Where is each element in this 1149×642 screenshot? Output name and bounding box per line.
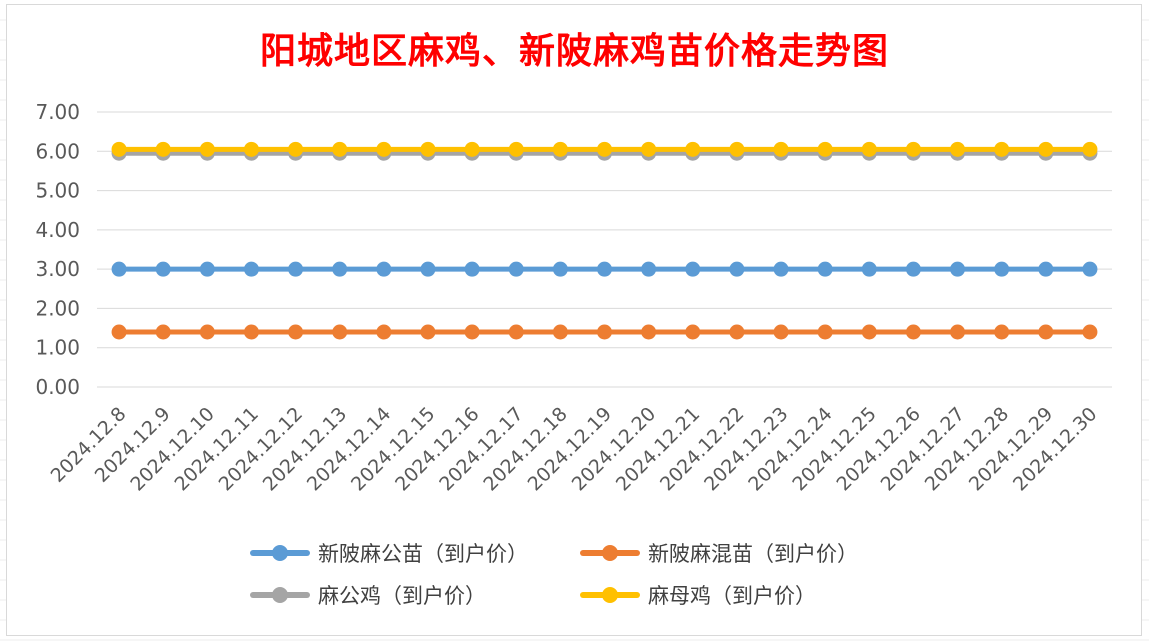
data-point xyxy=(861,141,877,157)
y-tick-label: 0.00 xyxy=(35,375,80,399)
data-point xyxy=(994,141,1010,157)
data-point xyxy=(861,324,877,340)
data-point xyxy=(552,141,568,157)
legend-label: 麻公鸡（到户价） xyxy=(318,584,486,608)
data-point xyxy=(905,261,921,277)
y-tick-label: 1.00 xyxy=(35,336,80,360)
data-point xyxy=(243,324,259,340)
data-point xyxy=(155,324,171,340)
data-point xyxy=(729,261,745,277)
data-point xyxy=(111,261,127,277)
data-point xyxy=(420,141,436,157)
data-point xyxy=(111,141,127,157)
data-point xyxy=(288,324,304,340)
legend-label: 新陂麻公苗（到户价） xyxy=(318,542,528,566)
data-point xyxy=(155,261,171,277)
data-point xyxy=(332,141,348,157)
data-point xyxy=(685,141,701,157)
data-point xyxy=(817,261,833,277)
x-axis-tick-labels: 2024.12.82024.12.92024.12.102024.12.1120… xyxy=(47,403,1102,495)
data-point xyxy=(420,324,436,340)
data-point xyxy=(111,324,127,340)
data-point xyxy=(641,141,657,157)
series-1 xyxy=(111,261,1098,277)
data-point xyxy=(1038,141,1054,157)
legend-item[interactable]: 新陂麻混苗（到户价） xyxy=(580,538,858,568)
data-point xyxy=(1082,141,1098,157)
data-point xyxy=(376,141,392,157)
data-point xyxy=(773,324,789,340)
data-point xyxy=(641,261,657,277)
legend-label: 麻母鸡（到户价） xyxy=(648,584,816,608)
data-point xyxy=(685,324,701,340)
data-point xyxy=(817,141,833,157)
data-point xyxy=(552,324,568,340)
data-point xyxy=(641,324,657,340)
data-point xyxy=(950,324,966,340)
data-point xyxy=(1038,324,1054,340)
y-tick-label: 2.00 xyxy=(35,296,80,320)
legend-label: 新陂麻混苗（到户价） xyxy=(648,542,858,566)
chart-title: 阳城地区麻鸡、新陂麻鸡苗价格走势图 xyxy=(259,31,889,72)
data-point xyxy=(288,261,304,277)
legend-swatch xyxy=(250,580,310,610)
data-point xyxy=(817,324,833,340)
data-point xyxy=(332,261,348,277)
y-tick-label: 6.00 xyxy=(35,139,80,163)
data-point xyxy=(773,261,789,277)
legend-item[interactable]: 新陂麻公苗（到户价） xyxy=(250,538,528,568)
data-point xyxy=(508,141,524,157)
data-point xyxy=(950,261,966,277)
y-tick-label: 4.00 xyxy=(35,218,80,242)
data-point xyxy=(464,324,480,340)
data-point xyxy=(199,141,215,157)
data-point xyxy=(464,261,480,277)
legend-swatch xyxy=(580,580,640,610)
data-point xyxy=(332,324,348,340)
data-point xyxy=(199,324,215,340)
data-point xyxy=(1082,261,1098,277)
data-point xyxy=(508,324,524,340)
data-point xyxy=(1082,324,1098,340)
data-point xyxy=(597,261,612,277)
data-point xyxy=(773,141,789,157)
data-point xyxy=(199,261,215,277)
data-point xyxy=(243,261,259,277)
data-point xyxy=(905,141,921,157)
data-point xyxy=(376,261,392,277)
data-point xyxy=(508,261,524,277)
series-2 xyxy=(111,324,1098,340)
y-tick-label: 5.00 xyxy=(35,179,80,203)
data-point xyxy=(376,324,392,340)
data-point xyxy=(994,261,1010,277)
data-point xyxy=(155,141,171,157)
series-4 xyxy=(111,141,1098,157)
data-point xyxy=(464,141,480,157)
data-point xyxy=(420,261,436,277)
legend-swatch xyxy=(250,538,310,568)
series-layer xyxy=(111,141,1098,340)
data-point xyxy=(994,324,1010,340)
data-point xyxy=(552,261,568,277)
data-point xyxy=(597,324,612,340)
data-point xyxy=(729,141,745,157)
data-point xyxy=(905,324,921,340)
legend-item[interactable]: 麻母鸡（到户价） xyxy=(580,580,816,610)
legend-item[interactable]: 麻公鸡（到户价） xyxy=(250,580,486,610)
y-axis-tick-labels: 0.00 1.00 2.00 3.00 4.00 5.00 6.00 7.00 xyxy=(35,100,80,399)
legend-swatch xyxy=(580,538,640,568)
data-point xyxy=(685,261,701,277)
data-point xyxy=(861,261,877,277)
data-point xyxy=(288,141,304,157)
data-point xyxy=(1038,261,1054,277)
data-point xyxy=(243,141,259,157)
data-point xyxy=(950,141,966,157)
y-tick-label: 3.00 xyxy=(35,257,80,281)
data-point xyxy=(597,141,612,157)
chart-area[interactable] xyxy=(6,4,1142,636)
data-point xyxy=(729,324,745,340)
y-tick-label: 7.00 xyxy=(35,100,80,124)
